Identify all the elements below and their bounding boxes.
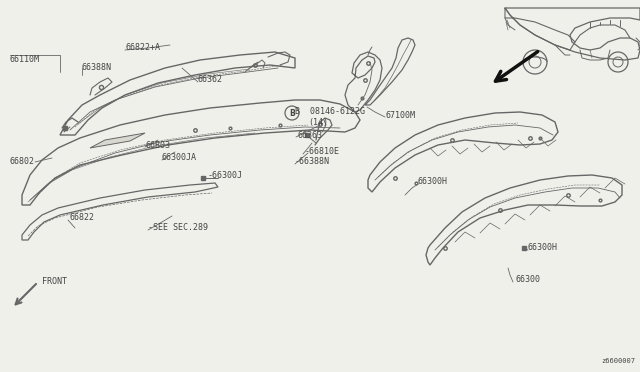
Text: 66388N: 66388N xyxy=(82,64,112,73)
Text: 66363: 66363 xyxy=(298,131,323,140)
Text: 66822: 66822 xyxy=(70,214,95,222)
Text: (14): (14) xyxy=(308,118,328,126)
Text: 66822+A: 66822+A xyxy=(125,44,160,52)
Text: -66810E: -66810E xyxy=(305,148,340,157)
Text: 66300JA: 66300JA xyxy=(162,154,197,163)
Polygon shape xyxy=(90,133,145,148)
Text: 67100M: 67100M xyxy=(385,110,415,119)
Text: 66B03: 66B03 xyxy=(145,141,170,150)
Text: -66388N: -66388N xyxy=(295,157,330,167)
Text: 66362: 66362 xyxy=(198,76,223,84)
Text: z6600007: z6600007 xyxy=(601,358,635,364)
Text: 66300H: 66300H xyxy=(418,177,448,186)
Text: 66110M: 66110M xyxy=(10,55,40,64)
Text: 66300: 66300 xyxy=(515,276,540,285)
Text: -SEE SEC.289: -SEE SEC.289 xyxy=(148,224,208,232)
Text: -66300J: -66300J xyxy=(208,170,243,180)
Text: FRONT: FRONT xyxy=(42,278,67,286)
Text: 66300H: 66300H xyxy=(528,244,558,253)
Text: B: B xyxy=(289,109,295,118)
Text: B  08146-6122G: B 08146-6122G xyxy=(295,108,365,116)
Text: 66802: 66802 xyxy=(10,157,35,167)
